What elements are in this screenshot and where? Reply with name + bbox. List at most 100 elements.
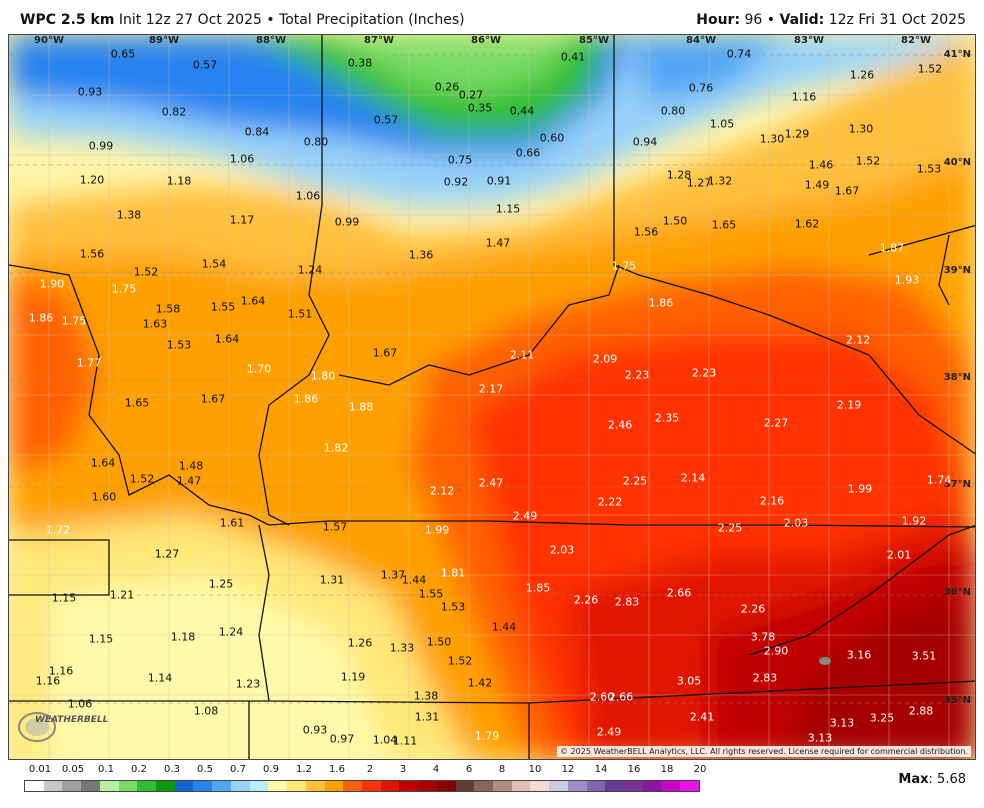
precip-value: 1.75 (61, 314, 87, 328)
lon-label: 84°W (686, 35, 716, 46)
precip-value: 2.83 (752, 671, 778, 685)
init-time: Init 12z 27 Oct 2025 (118, 12, 262, 28)
precip-value: 1.15 (495, 202, 521, 216)
precip-value: 0.38 (347, 56, 373, 70)
precip-value: 1.14 (147, 671, 173, 685)
legend-swatch (118, 781, 138, 791)
legend-label: 2 (366, 764, 374, 775)
precip-value: 0.97 (329, 732, 355, 746)
precip-value: 2.83 (614, 595, 640, 609)
precip-value: 1.44 (491, 620, 517, 634)
legend-label: 1.2 (296, 764, 312, 775)
precip-value: 1.29 (784, 127, 810, 141)
legend-label: 4 (432, 764, 440, 775)
precip-value: 1.08 (193, 704, 219, 718)
precip-value: 1.64 (90, 456, 116, 470)
precip-value: 2.88 (908, 704, 934, 718)
precip-value: 1.17 (229, 213, 255, 227)
lat-label: 39°N (943, 265, 971, 276)
legend-swatch (361, 781, 381, 791)
precip-value: 1.36 (408, 248, 434, 262)
legend-swatch (380, 781, 400, 791)
precip-value: 1.77 (76, 356, 102, 370)
precip-value: 1.18 (166, 174, 192, 188)
precip-value: 1.57 (322, 520, 348, 534)
lon-label: 87°W (364, 35, 394, 46)
precip-value: 2.23 (691, 366, 717, 380)
hour-value: 96 (744, 12, 763, 28)
precip-value: 1.64 (240, 294, 266, 308)
precip-value: 2.35 (654, 411, 680, 425)
precip-value: 3.25 (869, 711, 895, 725)
legend-label: 1.6 (329, 764, 345, 775)
precip-value: 1.49 (804, 178, 830, 192)
precip-value: 1.99 (424, 523, 450, 537)
precip-value: 1.67 (372, 346, 398, 360)
precip-value: 3.16 (846, 648, 872, 662)
precip-value: 1.52 (447, 654, 473, 668)
legend-label: 10 (528, 764, 542, 775)
lat-label: 37°N (943, 479, 971, 490)
precip-value: 2.47 (478, 476, 504, 490)
precip-value: 2.11 (509, 348, 535, 362)
precip-shading (9, 35, 975, 759)
precip-value: 1.85 (525, 581, 551, 595)
lon-label: 83°W (794, 35, 824, 46)
legend-label: 6 (465, 764, 473, 775)
precip-value: 3.51 (911, 649, 937, 663)
lon-label: 85°W (579, 35, 609, 46)
hour-label: Hour: (696, 12, 741, 28)
precip-value: 1.31 (414, 710, 440, 724)
precip-map: 90°W 89°W 88°W 87°W 86°W 85°W 84°W 83°W … (8, 34, 976, 760)
precip-value: 1.62 (794, 217, 820, 231)
precip-value: 1.16 (35, 674, 61, 688)
precip-value: 0.91 (486, 174, 512, 188)
lat-label: 36°N (943, 587, 971, 598)
precip-value: 0.93 (77, 85, 103, 99)
legend-label: 0.5 (197, 764, 213, 775)
precip-value: 1.53 (166, 338, 192, 352)
precip-value: 0.26 (434, 80, 460, 94)
precip-value: 0.99 (334, 215, 360, 229)
precip-value: 1.74 (926, 473, 952, 487)
precip-value: 1.64 (214, 332, 240, 346)
precip-value: 1.24 (218, 625, 244, 639)
legend-swatch (99, 781, 119, 791)
precip-value: 1.51 (287, 307, 313, 321)
legend-swatch (230, 781, 250, 791)
valid-time: Hour: 96 • Valid: 12z Fri 31 Oct 2025 (696, 12, 966, 28)
legend-swatch (661, 781, 681, 791)
precip-value: 1.53 (916, 162, 942, 176)
precip-value: 3.05 (676, 674, 702, 688)
precip-value: 1.04 (372, 733, 398, 747)
precip-value: 2.19 (836, 398, 862, 412)
precip-value: 0.74 (726, 47, 752, 61)
precip-value: 1.56 (79, 247, 105, 261)
precip-value: 2.01 (886, 548, 912, 562)
lon-label: 86°W (471, 35, 501, 46)
legend-label: 20 (693, 764, 707, 775)
precip-value: 2.46 (607, 418, 633, 432)
legend-swatch (174, 781, 194, 791)
precip-value: 1.50 (426, 635, 452, 649)
legend-swatch (324, 781, 344, 791)
precip-value: 1.16 (791, 90, 817, 104)
legend-swatch (399, 781, 419, 791)
precip-value: 1.60 (91, 490, 117, 504)
legend-label: 8 (498, 764, 506, 775)
precip-value: 2.49 (512, 509, 538, 523)
precip-value: 2.22 (597, 495, 623, 509)
precip-value: 1.58 (155, 302, 181, 316)
precip-value: 3.78 (750, 630, 776, 644)
precip-value: 1.28 (666, 168, 692, 182)
legend-label: 0.2 (131, 764, 147, 775)
precip-value: 1.24 (297, 263, 323, 277)
precip-value: 1.52 (133, 265, 159, 279)
legend-swatch (492, 781, 512, 791)
precip-value: 1.70 (246, 362, 272, 376)
precip-value: 0.41 (560, 50, 586, 64)
legend-label: 0.9 (263, 764, 279, 775)
precip-value: 0.75 (447, 153, 473, 167)
precip-value: 1.27 (154, 547, 180, 561)
precip-value: 1.48 (178, 459, 204, 473)
